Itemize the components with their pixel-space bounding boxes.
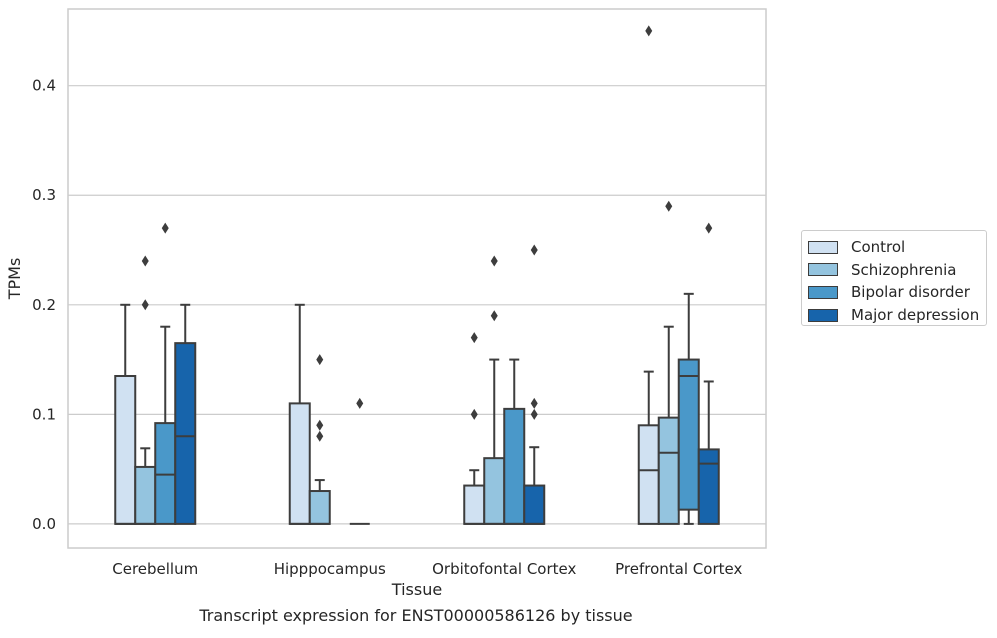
outlier-point bbox=[141, 255, 149, 267]
y-tick-label: 0.0 bbox=[32, 515, 56, 533]
y-tick-label: 0.1 bbox=[32, 405, 56, 423]
legend-item-bipolar-disorder: Bipolar disorder bbox=[808, 281, 986, 304]
outlier-point bbox=[141, 299, 149, 311]
box bbox=[483, 457, 506, 525]
outlier-point bbox=[645, 25, 653, 37]
box bbox=[154, 422, 177, 525]
legend-swatch-control bbox=[808, 240, 838, 254]
legend-item-schizophrenia: Schizophrenia bbox=[808, 259, 986, 282]
outlier-point bbox=[161, 222, 169, 234]
y-tick-label: 0.4 bbox=[32, 77, 56, 95]
outlier-point bbox=[530, 408, 538, 420]
outlier-point bbox=[470, 332, 478, 344]
box bbox=[288, 402, 311, 525]
outlier-point bbox=[490, 255, 498, 267]
x-tick-label: Prefrontal Cortex bbox=[615, 560, 742, 578]
box bbox=[657, 416, 680, 525]
legend-label-schizophrenia: Schizophrenia bbox=[851, 260, 957, 279]
box bbox=[503, 407, 526, 525]
outlier-point bbox=[356, 397, 364, 409]
x-axis-label: Tissue bbox=[391, 580, 442, 599]
y-axis-label: TPMs bbox=[5, 258, 24, 301]
outlier-point bbox=[316, 419, 324, 431]
legend: Control Schizophrenia Bipolar disorder M… bbox=[801, 230, 987, 326]
outlier-point bbox=[705, 222, 713, 234]
box bbox=[308, 490, 331, 525]
box bbox=[637, 424, 660, 525]
outlier-point bbox=[490, 310, 498, 322]
legend-item-major-depression: Major depression bbox=[808, 304, 986, 327]
legend-label-bipolar-disorder: Bipolar disorder bbox=[851, 283, 970, 302]
plot-frame bbox=[67, 8, 767, 549]
legend-label-major-depression: Major depression bbox=[851, 306, 980, 325]
box bbox=[523, 484, 546, 525]
legend-swatch-bipolar-disorder bbox=[808, 285, 838, 299]
legend-label-control: Control bbox=[851, 238, 906, 257]
legend-item-control: Control bbox=[808, 236, 986, 259]
box bbox=[463, 484, 486, 525]
box bbox=[134, 465, 157, 525]
y-tick-label: 0.2 bbox=[32, 296, 56, 314]
x-tick-label: Cerebellum bbox=[112, 560, 198, 578]
legend-swatch-schizophrenia bbox=[808, 263, 838, 277]
outlier-point bbox=[665, 200, 673, 212]
box bbox=[174, 342, 197, 525]
outlier-point bbox=[316, 354, 324, 366]
legend-swatch-major-depression bbox=[808, 308, 838, 322]
outlier-point bbox=[530, 397, 538, 409]
outlier-point bbox=[530, 244, 538, 256]
outlier-point bbox=[316, 430, 324, 442]
figure-caption: Transcript expression for ENST0000058612… bbox=[199, 606, 633, 625]
x-tick-label: Orbitofontal Cortex bbox=[432, 560, 576, 578]
box bbox=[677, 358, 700, 511]
box bbox=[697, 448, 720, 525]
y-tick-label: 0.3 bbox=[32, 186, 56, 204]
box bbox=[114, 375, 137, 525]
outlier-point bbox=[470, 408, 478, 420]
x-tick-label: Hipppocampus bbox=[274, 560, 386, 578]
